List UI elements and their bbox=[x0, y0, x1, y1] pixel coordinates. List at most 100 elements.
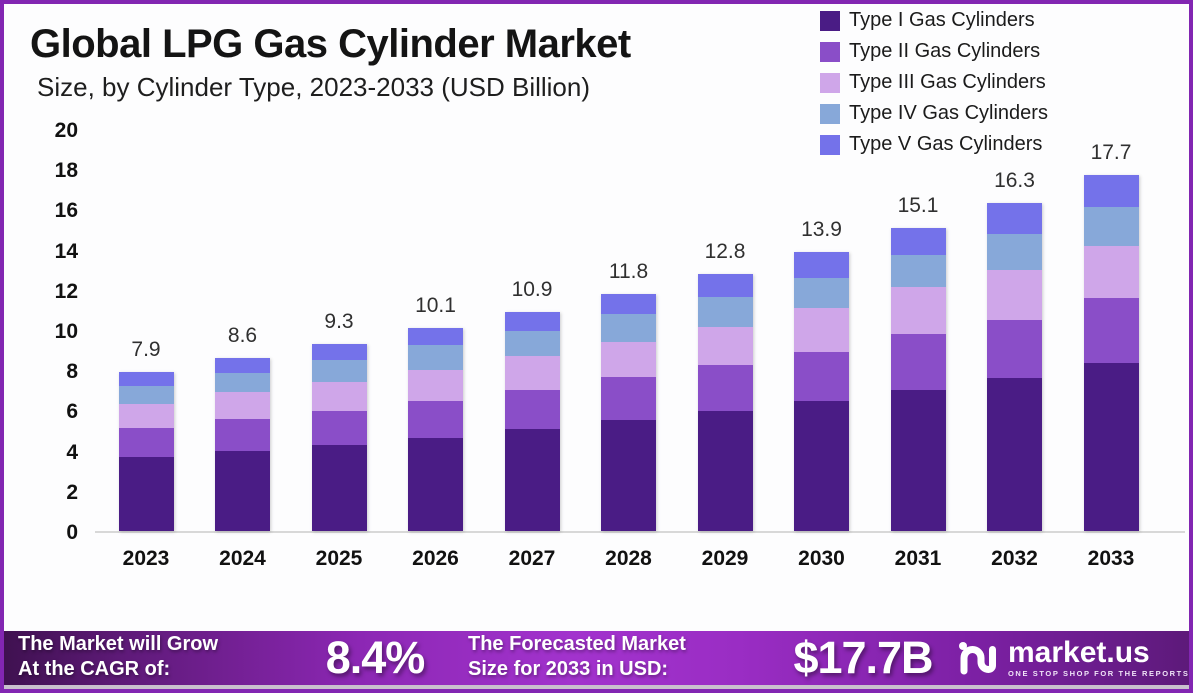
cagr-label: The Market will Grow At the CAGR of: bbox=[18, 632, 218, 682]
bar-segment bbox=[987, 203, 1042, 234]
legend-swatch bbox=[820, 134, 840, 155]
bar-segment bbox=[601, 313, 656, 343]
y-tick-label: 2 bbox=[66, 480, 78, 504]
x-tick-label: 2027 bbox=[508, 547, 556, 570]
bar-segment bbox=[408, 370, 463, 402]
brand-tagline: ONE STOP SHOP FOR THE REPORTS bbox=[1008, 668, 1190, 678]
x-tick-label: 2023 bbox=[122, 547, 170, 570]
bar-total-label: 15.1 bbox=[897, 193, 939, 217]
bar-segment bbox=[987, 378, 1042, 531]
bar-segment bbox=[697, 411, 753, 531]
bar-2030 bbox=[794, 251, 849, 531]
bar-2028 bbox=[601, 293, 656, 531]
bar-2029 bbox=[697, 273, 753, 531]
bar-segment bbox=[697, 326, 753, 366]
y-tick-label: 8 bbox=[66, 360, 78, 384]
bar-total-label: 10.1 bbox=[415, 294, 456, 317]
legend-item: Type V Gas Cylinders bbox=[820, 133, 1048, 155]
bar-segment bbox=[311, 444, 367, 531]
bar-total-label: 11.8 bbox=[608, 259, 649, 283]
y-tick-label: 0 bbox=[66, 521, 78, 544]
bar-segment bbox=[118, 428, 174, 457]
forecast-value: $17.7B bbox=[793, 631, 933, 683]
bar-2032 bbox=[987, 203, 1042, 531]
bar-segment bbox=[1083, 207, 1139, 246]
bar-total-label: 16.3 bbox=[994, 169, 1035, 193]
plot-area: 7.9 2023 8.6 2024 9.3 2025 10.1 2026 10.9 2027 11.… bbox=[95, 131, 1185, 570]
bar-segment bbox=[890, 254, 946, 287]
brand-name: market.us bbox=[1008, 635, 1150, 669]
legend-label: Type II Gas Cylinders bbox=[849, 40, 1041, 62]
forecast-label: The Forecasted Market Size for 2033 in U… bbox=[468, 632, 686, 682]
bar-segment bbox=[118, 404, 174, 429]
bar-total-label: 13.9 bbox=[801, 217, 842, 241]
brand-logo: market.us ONE STOP SHOP FOR THE REPORTS bbox=[956, 635, 1190, 678]
bar-segment bbox=[601, 342, 656, 378]
bar-segment bbox=[1083, 297, 1139, 364]
x-tick-label: 2024 bbox=[219, 547, 266, 570]
y-tick-label: 10 bbox=[54, 320, 78, 343]
bar-segment bbox=[987, 233, 1042, 270]
legend-swatch bbox=[820, 103, 840, 124]
bar-segment bbox=[504, 429, 560, 531]
bar-segment bbox=[215, 392, 270, 420]
footer-banner: The Market will Grow At the CAGR of: 8.4… bbox=[4, 631, 1189, 689]
bar-segment bbox=[215, 419, 270, 451]
legend-swatch bbox=[820, 10, 840, 31]
bar-segment bbox=[1083, 245, 1139, 298]
bar-segment bbox=[118, 386, 174, 405]
bar-segment bbox=[890, 227, 946, 255]
bar-segment bbox=[601, 377, 656, 421]
bar-segment bbox=[794, 277, 849, 308]
cagr-label-line2: At the CAGR of: bbox=[18, 658, 171, 680]
x-tick-label: 2028 bbox=[605, 547, 652, 570]
bar-segment bbox=[794, 352, 849, 402]
bar-segment bbox=[1083, 175, 1139, 208]
y-tick-label: 20 bbox=[54, 119, 78, 142]
legend-item: Type II Gas Cylinders bbox=[820, 40, 1048, 62]
bar-segment bbox=[890, 334, 946, 391]
bar-segment bbox=[408, 437, 463, 531]
bar-segment bbox=[311, 411, 367, 445]
legend-item: Type III Gas Cylinders bbox=[820, 71, 1048, 93]
bar-segment bbox=[697, 296, 753, 327]
y-tick-label: 18 bbox=[54, 159, 78, 183]
bar-segment bbox=[311, 382, 367, 412]
legend-item: Type IV Gas Cylinders bbox=[820, 102, 1048, 124]
x-tick-label: 2026 bbox=[412, 547, 459, 570]
cagr-label-line1: The Market will Grow bbox=[18, 633, 219, 655]
bar-segment bbox=[504, 356, 560, 391]
x-tick-label: 2031 bbox=[894, 547, 942, 570]
bar-segment bbox=[215, 373, 270, 393]
bar-segment bbox=[890, 390, 946, 531]
bar-segment bbox=[311, 344, 367, 361]
bar-2031 bbox=[890, 227, 946, 532]
y-tick-label: 12 bbox=[54, 279, 78, 303]
x-tick-label: 2033 bbox=[1087, 547, 1135, 570]
bar-segment bbox=[504, 311, 560, 332]
legend-item: Type I Gas Cylinders bbox=[820, 9, 1048, 31]
bar-2026 bbox=[408, 328, 463, 531]
bar-segment bbox=[215, 450, 270, 531]
bar-segment bbox=[794, 401, 849, 531]
y-tick-label: 14 bbox=[54, 239, 78, 263]
bar-segment bbox=[794, 307, 849, 353]
bar-segment bbox=[987, 269, 1042, 320]
bar-segment bbox=[1083, 363, 1139, 531]
cagr-value: 8.4% bbox=[325, 631, 426, 683]
legend-swatch bbox=[820, 41, 840, 62]
legend-label: Type V Gas Cylinders bbox=[849, 133, 1043, 155]
bar-segment bbox=[794, 251, 849, 278]
legend-label: Type I Gas Cylinders bbox=[849, 9, 1035, 31]
bar-2027 bbox=[504, 311, 560, 531]
bar-total-label: 8.6 bbox=[227, 324, 258, 348]
bar-segment bbox=[890, 286, 946, 335]
x-tick-label: 2030 bbox=[798, 547, 845, 570]
legend-label: Type IV Gas Cylinders bbox=[849, 102, 1048, 124]
y-tick-label: 6 bbox=[66, 400, 78, 424]
bar-segment bbox=[697, 273, 753, 297]
y-tick-label: 16 bbox=[54, 199, 78, 223]
bar-segment bbox=[601, 420, 656, 531]
marketus-logo-icon bbox=[959, 642, 996, 675]
